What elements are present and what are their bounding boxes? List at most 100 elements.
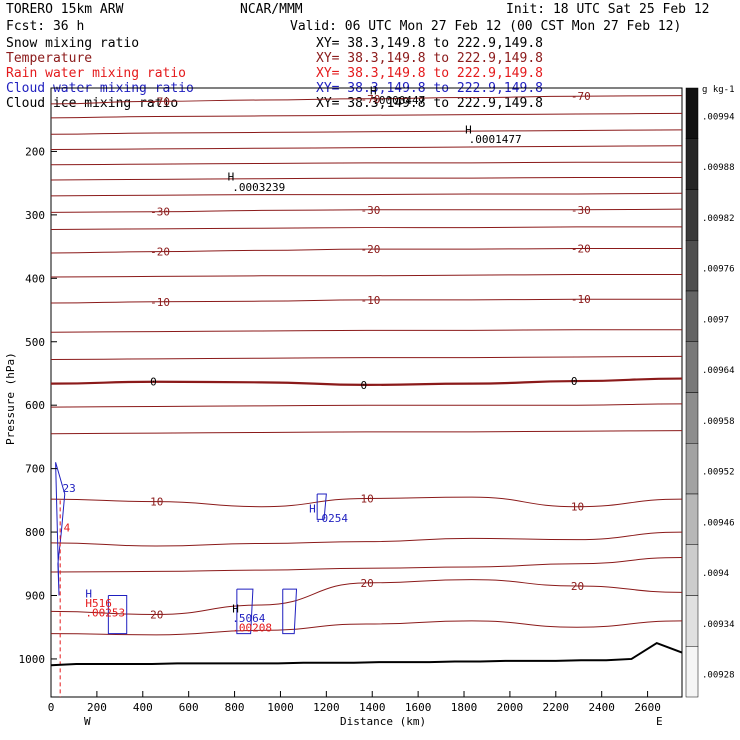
temperature-contour [50, 579, 683, 616]
contour-label: -70 [571, 90, 591, 103]
temperature-contour [50, 176, 682, 181]
annotation-label: .00253 [85, 606, 125, 619]
temperature-contour [50, 129, 683, 135]
field-xy: XY= 38.3,149.8 to 222.9,149.8 [316, 96, 543, 111]
temperature-contour [50, 620, 683, 636]
colorbar-swatch [685, 443, 699, 495]
annotation-label: .00208 [232, 622, 272, 635]
x-tick-label: 1600 [405, 701, 432, 714]
temperature-contour [50, 274, 682, 278]
cloud-water-contours [55, 462, 327, 697]
contour-label: 0 [150, 376, 157, 389]
colorbar-swatch [685, 240, 699, 292]
colorbar-swatch [685, 290, 699, 342]
contour-label: -30 [361, 204, 381, 217]
colorbar: g kg-1 .00994 .00988 .00982 .00976 .0097 .009… [685, 85, 735, 698]
model-title: TORERO 15km ARW [6, 2, 124, 17]
colorbar-tick-label: .00946 [702, 518, 735, 528]
contour-label: -70 [361, 93, 381, 106]
x-tick-label: 200 [87, 701, 107, 714]
terrain-line [50, 641, 683, 667]
y-tick-label: 1000 [19, 653, 46, 666]
contour-label: -20 [361, 243, 381, 256]
contour-label: -20 [150, 246, 170, 259]
annotation-label: H [85, 587, 92, 600]
temperature-contour [50, 355, 683, 361]
colorbar-swatch [685, 138, 699, 190]
x-tick-label: 1200 [313, 701, 340, 714]
annotation-label: 23 [62, 482, 75, 495]
colorbar-tick-label: .0094 [702, 569, 729, 579]
x-axis: 0 200 400 600 800 1000 1200 1400 1600 1800 2000 220… [48, 691, 661, 714]
contour-label: 10 [361, 492, 374, 505]
temperature-contour [50, 145, 683, 151]
annotation-label: H [370, 84, 377, 97]
contour-label: 0 [571, 375, 578, 388]
colorbar-swatch [685, 341, 699, 393]
colorbar-tick-label: .00958 [702, 417, 735, 427]
colorbar-swatch [685, 493, 699, 545]
annotation-label: 4 [64, 521, 71, 534]
annotation-label: .0001477 [469, 133, 522, 146]
contour-label: -30 [150, 206, 170, 219]
x-tick-label: 2000 [497, 701, 524, 714]
y-tick-label: 900 [25, 590, 45, 603]
field-label: Temperature [6, 51, 92, 66]
x-tick-label: 2400 [588, 701, 615, 714]
x-tick-label: 400 [133, 701, 153, 714]
colorbar-swatch [685, 544, 699, 596]
chart-header: TORERO 15km ARW NCAR/MMM Init: 18 UTC Sa… [6, 2, 710, 34]
temperature-contour [50, 556, 683, 573]
contour-label: 20 [361, 577, 374, 590]
x-tick-label: 800 [225, 701, 245, 714]
contour-label: 20 [150, 609, 163, 622]
west-label: W [84, 715, 91, 728]
colorbar-unit: g kg-1 [702, 85, 735, 95]
temperature-contour [50, 112, 683, 119]
annotation-label: .0003239 [232, 181, 285, 194]
contour-label: -10 [150, 296, 170, 309]
cloud-water-contour [55, 462, 66, 596]
contour-label: 20 [571, 580, 584, 593]
contour-label: 0 [361, 379, 368, 392]
temperature-contour [50, 531, 683, 547]
temperature-contour [50, 329, 682, 333]
field-label: Snow mixing ratio [6, 36, 139, 51]
annotation-label: H516 [85, 597, 112, 610]
plot-area: -70 -70 -70 -30 -30 -30 -20 -20 -20 -10 -10 -10 0 0 0 1… [4, 84, 683, 728]
valid-time: Valid: 06 UTC Mon 27 Feb 12 (00 CST Mon … [290, 19, 681, 34]
contour-label: -70 [150, 95, 170, 108]
temperature-contour [50, 192, 683, 197]
colorbar-tick-label: .00934 [702, 620, 735, 630]
temperature-contour [50, 403, 683, 408]
x-tick-label: 2600 [634, 701, 661, 714]
x-tick-label: 1800 [451, 701, 478, 714]
field-label: Rain water mixing ratio [6, 66, 186, 81]
y-axis-label: Pressure (hPa) [4, 352, 17, 445]
y-tick-label: 300 [25, 209, 45, 222]
annotation-label: .0254 [315, 512, 348, 525]
temperature-contour [50, 208, 683, 213]
contour-label: 10 [571, 501, 584, 514]
terrain-profile [50, 641, 683, 667]
colorbar-tick-label: .00964 [702, 366, 735, 376]
cloud-water-contour [282, 588, 298, 635]
colorbar-swatch [685, 595, 699, 647]
x-tick-label: 600 [179, 701, 199, 714]
colorbar-swatch [685, 189, 699, 241]
temperature-contour [50, 161, 682, 166]
contour-label: -10 [571, 293, 591, 306]
y-tick-label: 800 [25, 526, 45, 539]
x-tick-label: 0 [48, 701, 55, 714]
x-tick-label: 1400 [359, 701, 386, 714]
field-xy: XY= 38.3,149.8 to 222.9,149.8 [316, 66, 543, 81]
colorbar-swatch [685, 392, 699, 444]
y-tick-label: 200 [25, 145, 45, 158]
field-xy: XY= 38.3,149.8 to 222.9,149.8 [316, 36, 543, 51]
org-label: NCAR/MMM [240, 2, 303, 17]
cloud-water-contour [316, 493, 327, 520]
y-tick-label: 700 [25, 463, 45, 476]
plot-frame [50, 87, 683, 698]
field-xy: XY= 38.3,149.8 to 222.9,149.8 [316, 51, 543, 66]
temperature-contour [50, 247, 683, 254]
